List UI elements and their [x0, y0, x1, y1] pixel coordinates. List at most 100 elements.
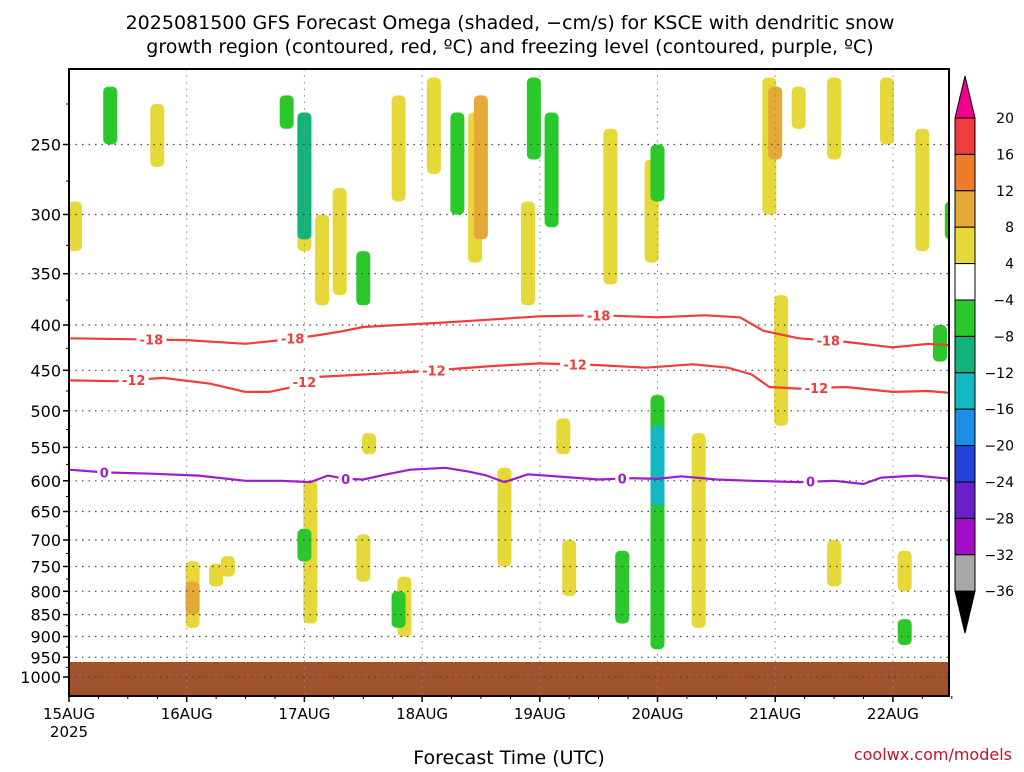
contour-label: -12 [563, 358, 587, 373]
x-tick-label: 16AUG [161, 705, 213, 723]
y-tick-label: 350 [30, 265, 61, 284]
omega-cell [897, 619, 912, 645]
omega-cell [603, 128, 618, 285]
contour-label-bg [289, 375, 320, 389]
colorbar-bottom-triangle [954, 590, 976, 634]
omega-cell [791, 86, 806, 129]
contour-label: -18 [587, 309, 611, 324]
contour-label: 0 [806, 476, 815, 491]
colorbar-band [954, 190, 976, 228]
y-tick-label: 950 [30, 648, 61, 667]
omega-cell [768, 86, 783, 160]
chart-title-line1: 2025081500 GFS Forecast Omega (shaded, −… [126, 12, 895, 34]
colorbar-band [954, 445, 976, 483]
x-tick-label: 22AUG [867, 705, 919, 723]
colorbar-band [954, 408, 976, 447]
omega-cell [450, 112, 465, 215]
colorbar-top-triangle [954, 75, 976, 119]
y-tick-label: 1000 [20, 668, 61, 687]
colorbar-label: −8 [993, 329, 1014, 345]
omega-cell [362, 433, 377, 455]
contour-layer: -18 -18 -18 -18 -12 -12 -12 -12 -12 0 0 0 0 [69, 308, 949, 491]
y-tick-label: 700 [30, 531, 61, 550]
omega-cell [556, 418, 571, 455]
y-tick-label: 550 [30, 438, 61, 457]
source-credit: coolwx.com/models [854, 745, 1012, 764]
x-axis-year: 2025 [50, 723, 88, 741]
colorbar-label: −4 [993, 293, 1014, 309]
y-axis: 250 300 350 400 450 500 550 600 650 700 750 800 850 9… [20, 103, 69, 687]
omega-cell [615, 550, 630, 624]
y-tick-label: 250 [30, 136, 61, 155]
y-tick-label: 300 [30, 206, 61, 225]
y-tick-label: 650 [30, 503, 61, 522]
colorbar-label: −12 [984, 366, 1014, 382]
omega-cell [880, 77, 894, 145]
colorbar-label: −16 [984, 402, 1014, 418]
colorbar-band [954, 517, 976, 556]
contour-label: 0 [341, 473, 350, 488]
x-axis-title: Forecast Time (UTC) [413, 747, 604, 768]
contour-label-bg [338, 471, 353, 486]
colorbar-band [954, 372, 976, 410]
colorbar-label: −28 [984, 511, 1014, 527]
omega-cell [774, 295, 789, 387]
omega-cell [209, 563, 224, 587]
x-axis: 15AUG 16AUG 17AUG 18AUG 19AUG 20AUG 21AUG 22AUG [43, 696, 953, 723]
omega-cell [691, 433, 706, 628]
contour-label: -18 [816, 335, 840, 350]
contour-line [69, 466, 949, 486]
omega-cell [220, 556, 235, 577]
colorbar-label: −36 [984, 584, 1014, 600]
colorbar: 20 16 12 8 4 −4 −8 −12 −16 −20 −24 −28 −32 −36 [954, 75, 1014, 634]
y-tick-label: 900 [30, 628, 61, 647]
omega-cell [944, 201, 949, 240]
contour-label-bg [560, 357, 591, 372]
omega-cell [332, 188, 347, 296]
x-tick-label: 21AUG [749, 705, 801, 723]
contour-label: -18 [140, 334, 164, 349]
omega-cell [185, 581, 200, 615]
contour-label: 0 [618, 473, 627, 488]
y-tick-label: 450 [30, 361, 61, 380]
x-tick-label: 17AUG [278, 705, 330, 723]
x-tick-label: 15AUG [43, 705, 95, 723]
colorbar-band [954, 554, 976, 592]
colorbar-band [954, 226, 976, 265]
omega-cell [297, 528, 312, 562]
colorbar-label: 16 [996, 147, 1014, 163]
colorbar-band [954, 153, 976, 192]
y-tick-label: 800 [30, 582, 61, 601]
omega-cell [279, 95, 294, 129]
contour-label-bg [583, 308, 614, 323]
contour-label: 0 [100, 466, 109, 481]
omega-cell [897, 550, 912, 592]
colorbar-band [954, 117, 976, 155]
colorbar-label: 8 [1005, 220, 1014, 236]
omega-cell [69, 201, 82, 252]
contour-label-bg [813, 333, 844, 348]
omega-shading-layer [69, 77, 949, 650]
omega-cell [544, 112, 559, 228]
x-tick-label: 20AUG [632, 705, 684, 723]
terrain-fill [69, 662, 949, 696]
colorbar-label: −24 [984, 475, 1014, 491]
terrain-surface [69, 662, 949, 696]
y-tick-label: 600 [30, 472, 61, 491]
colorbar-band [954, 481, 976, 519]
colorbar-label: 4 [1005, 257, 1014, 273]
omega-cell [562, 540, 577, 597]
contour-label-bg [615, 471, 630, 486]
x-tick-label: 19AUG [514, 705, 566, 723]
omega-cell [391, 95, 406, 202]
contour-label-bg [277, 331, 308, 346]
y-tick-label: 400 [30, 316, 61, 335]
omega-cell [774, 378, 789, 426]
omega-cell [933, 325, 947, 362]
omega-cell [356, 534, 371, 582]
omega-cell [526, 77, 541, 160]
omega-cell [391, 591, 406, 628]
colorbar-band [954, 299, 976, 337]
